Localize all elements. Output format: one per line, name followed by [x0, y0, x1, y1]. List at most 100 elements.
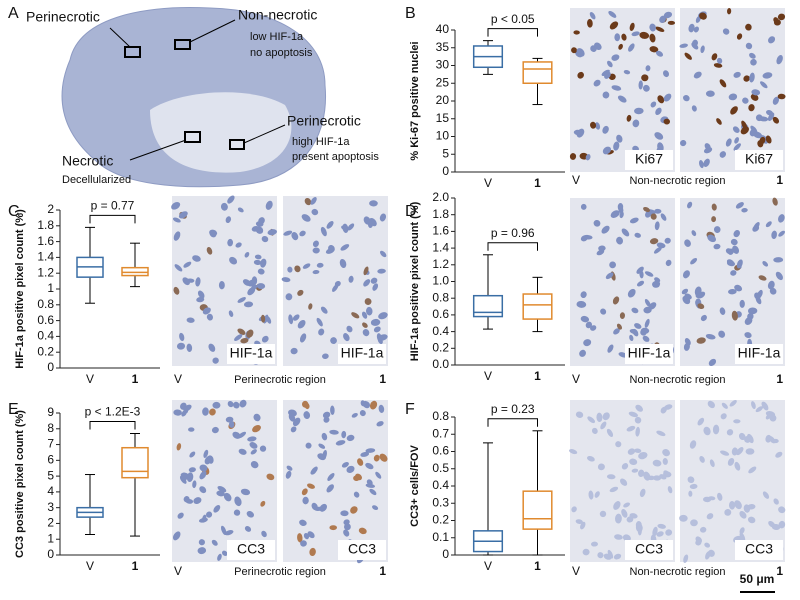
cell [689, 483, 698, 489]
cell [734, 500, 742, 510]
leader [129, 139, 187, 161]
cell [312, 247, 320, 254]
cell [618, 204, 624, 214]
cell [340, 510, 349, 517]
cell [655, 107, 662, 116]
cell [346, 465, 355, 473]
cell [370, 277, 378, 284]
cell [583, 339, 592, 347]
box [121, 266, 149, 277]
cell [632, 119, 640, 128]
cell [342, 223, 349, 233]
cell [642, 335, 650, 342]
cell [604, 71, 611, 79]
bracket [89, 421, 136, 430]
cell [619, 211, 624, 219]
cell [638, 452, 648, 460]
y-axis-label: CC3+ cells/FOV [409, 445, 421, 527]
image-label-bg [227, 540, 275, 560]
y-tick-label: 0.4 [37, 329, 54, 343]
cell [334, 281, 341, 287]
cell [606, 474, 616, 480]
cell [619, 312, 625, 319]
y-tick-label: 0.4 [432, 478, 449, 492]
cell [696, 337, 706, 344]
cell [593, 219, 601, 227]
cell [594, 491, 600, 498]
cell [302, 263, 311, 269]
cell [639, 31, 650, 39]
cell [281, 277, 291, 283]
cell [171, 201, 181, 210]
image-label-bg [735, 344, 783, 364]
cell [662, 70, 670, 78]
cell [662, 449, 670, 457]
cell [302, 496, 309, 505]
x-tick-label: V [484, 369, 492, 383]
cell [569, 153, 577, 160]
cell [762, 72, 773, 79]
cell [579, 349, 586, 357]
cell [711, 53, 718, 61]
label: Non-necrotic [238, 7, 317, 23]
cell [640, 327, 650, 334]
cell [580, 315, 590, 323]
cell [705, 551, 711, 560]
cell [186, 317, 195, 323]
cell [775, 271, 783, 281]
cell [602, 412, 610, 421]
panel-a: A Perinecrotic Non-necrotic low HIF-1a n… [8, 5, 379, 188]
cell [648, 302, 657, 310]
cell [597, 552, 604, 559]
cell [307, 531, 315, 539]
cell [288, 314, 294, 325]
cell [626, 516, 634, 523]
y-tick-label: 0.0 [432, 357, 449, 371]
cell [588, 490, 594, 500]
cell [755, 114, 763, 122]
scale-bar-label: 50 μm [740, 572, 775, 586]
cell [765, 135, 772, 144]
cell [705, 90, 715, 97]
label: high HIF-1a [292, 136, 350, 148]
cell [322, 353, 329, 360]
cell [173, 409, 182, 416]
cell [318, 328, 325, 336]
bracket [487, 28, 538, 37]
cell [750, 125, 758, 134]
cell [751, 89, 761, 96]
cell [639, 488, 646, 498]
cell [703, 426, 711, 436]
cell [173, 231, 181, 241]
cell [772, 197, 778, 206]
cell [616, 323, 623, 330]
caption-left: V [174, 564, 182, 578]
cell [300, 540, 307, 547]
cell [183, 261, 192, 268]
cell [240, 338, 249, 344]
cell [705, 333, 716, 340]
cell [700, 314, 707, 322]
cell [301, 400, 309, 408]
cell [728, 93, 738, 101]
cell [773, 257, 784, 263]
cell [378, 334, 388, 341]
cell [594, 42, 602, 50]
cell [657, 95, 665, 104]
y-tick-label: 9 [47, 405, 54, 419]
y-axis-label: HIF-1a positive pixel count (%) [14, 209, 26, 369]
cell [655, 50, 664, 57]
cell [343, 333, 350, 342]
y-tick-label: 0.7 [432, 426, 449, 440]
caption-left: V [572, 372, 580, 386]
cell [656, 430, 666, 437]
cell [318, 443, 326, 449]
cell [376, 421, 384, 427]
cell [734, 284, 743, 292]
cell [365, 448, 376, 453]
cell [748, 466, 757, 474]
leader [109, 27, 131, 48]
cell [609, 486, 619, 493]
cell [571, 47, 578, 54]
box [472, 294, 504, 318]
